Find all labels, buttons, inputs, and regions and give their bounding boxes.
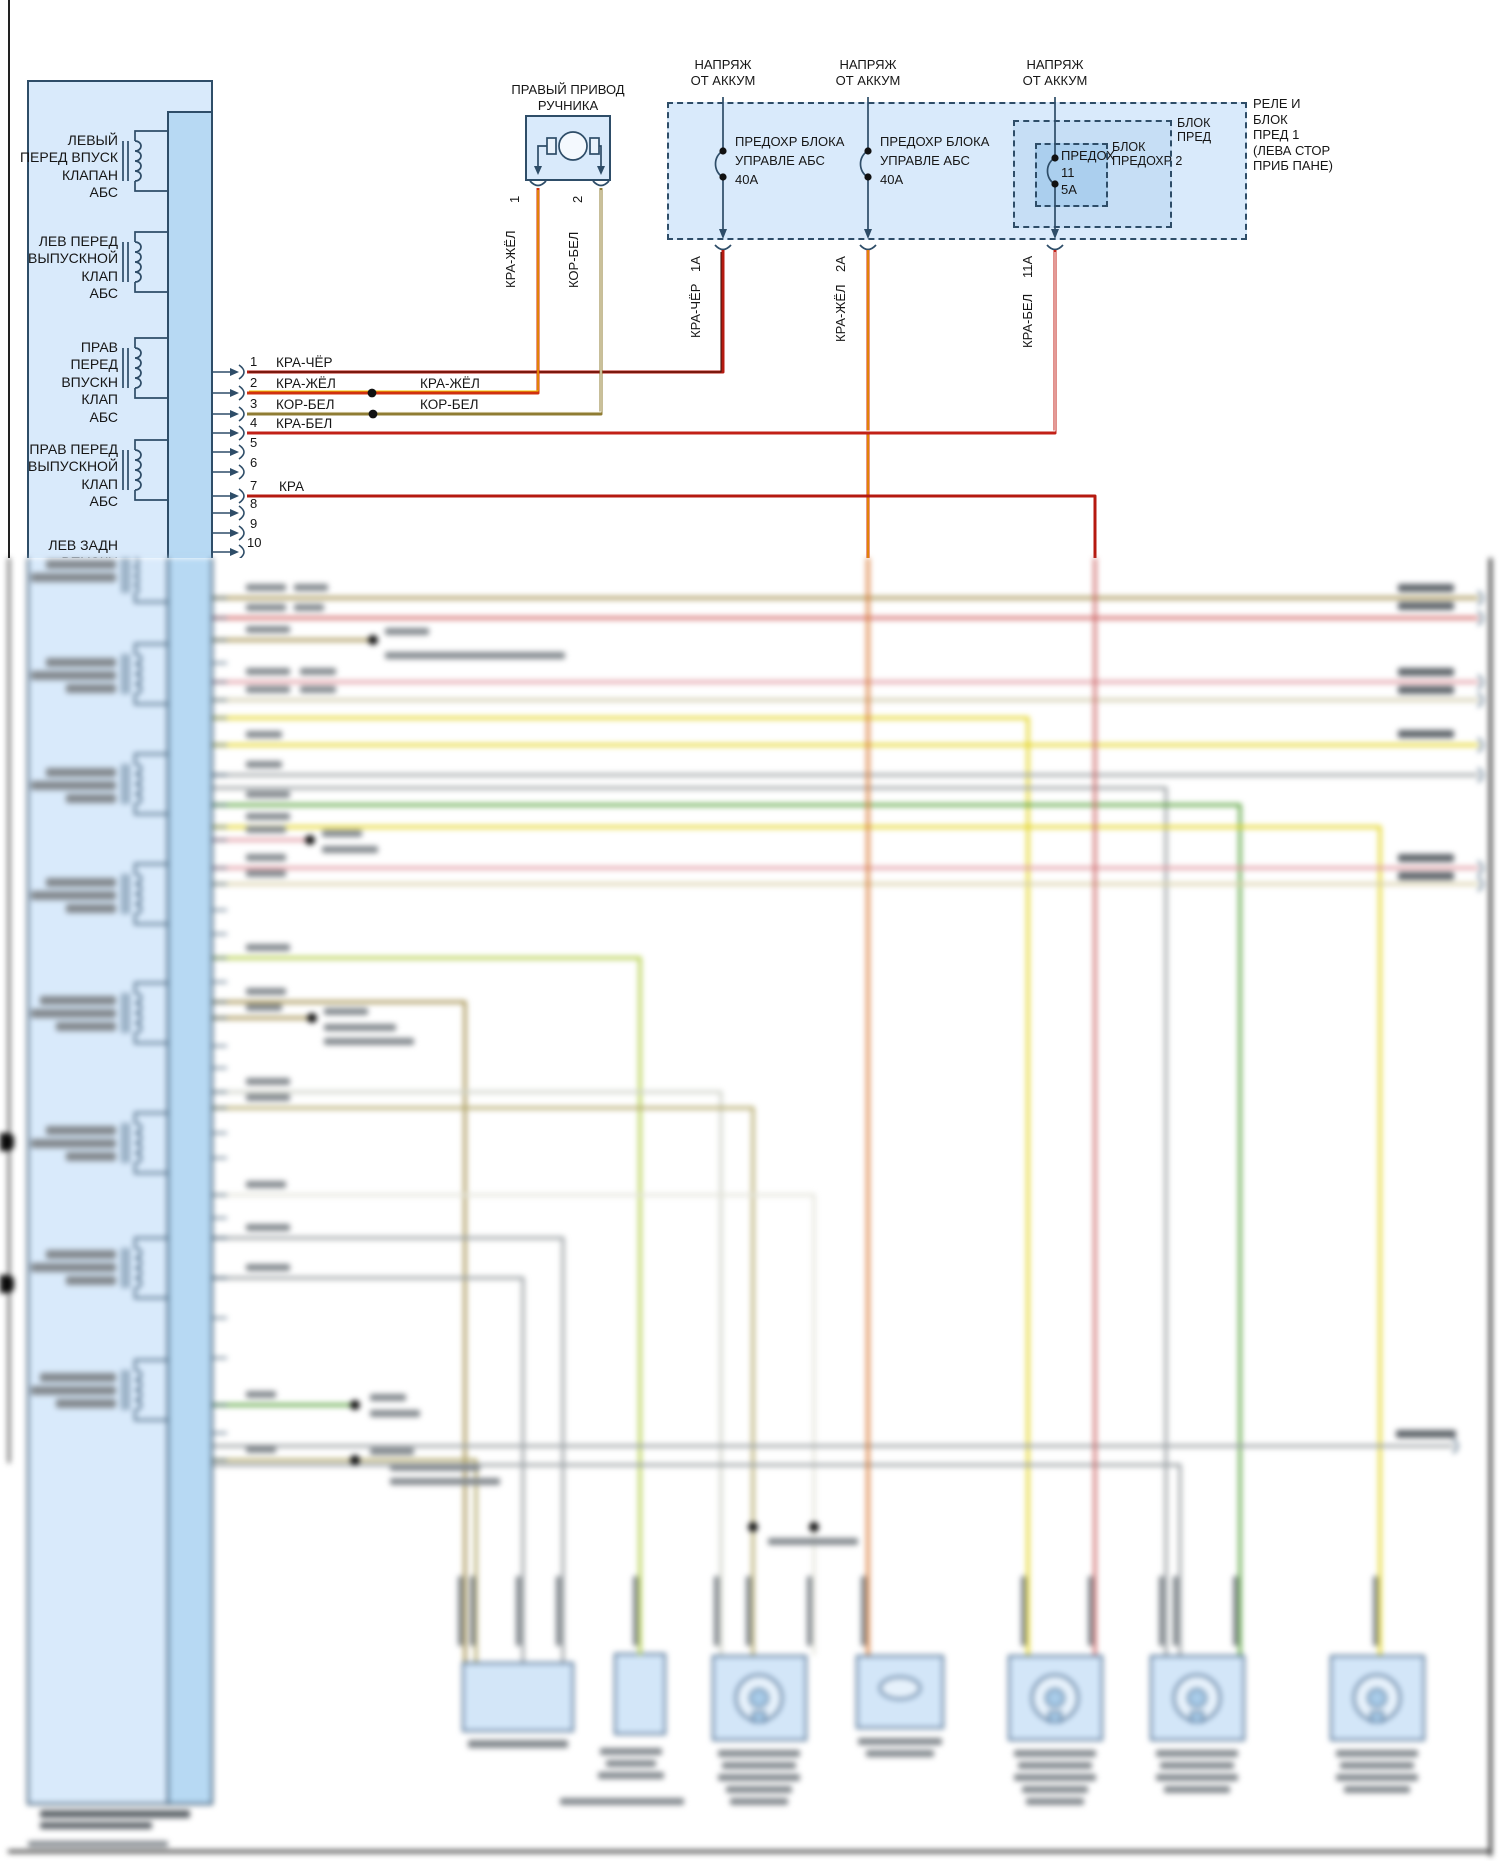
fuse-block-label: БЛОК ПРЕД	[1177, 116, 1212, 144]
page-right-border-lower	[1489, 558, 1492, 1856]
abs-pin-5: 5	[250, 435, 258, 450]
splice-dots	[367, 388, 378, 419]
valve-label-left-rear-inlet: ЛЕВ ЗАДН ВПУСКН	[48, 537, 118, 558]
page-left-border	[8, 0, 10, 558]
blurred-lower-region	[0, 558, 1500, 1861]
abs-pin-1: 1	[250, 354, 258, 369]
wire-label-pin3-splice: КОР-БЕЛ	[420, 397, 479, 412]
battery-feed-label-2: НАПРЯЖ ОТ АККУМ	[835, 57, 901, 88]
parking-brake-actuator-title: ПРАВЫЙ ПРИВОД РУЧНИКА	[511, 82, 625, 113]
block-caption-bar-1	[40, 1810, 190, 1818]
fuse-block-2-label: БЛОК ПРЕДОХР 2	[1112, 140, 1183, 168]
abs-module-connector-bar-lower	[167, 558, 213, 1805]
abs-pin-8: 8	[250, 496, 258, 511]
valve-label-left-front-outlet: ЛЕВ ПЕРЕД ВЫПУСКНОЙ КЛАП АБС	[27, 233, 118, 302]
fuse-2-label: ПРЕДОХР БЛОКА УПРАВЛЕ АБС 40А	[880, 134, 990, 187]
sharp-region: ЛЕВЫЙ ПЕРЕД ВПУСК КЛАПАН АБС ЛЕВ ПЕРЕД В…	[0, 0, 1500, 558]
pin-arrowheads	[230, 368, 239, 556]
fuse-1-label: ПРЕДОХР БЛОКА УПРАВЛЕ АБС 40А	[735, 134, 845, 187]
wire-label-pin7: КРА	[279, 479, 304, 494]
battery-feed-label-3: НАПРЯЖ ОТ АККУМ	[1022, 57, 1088, 88]
abs-pin-6: 6	[250, 455, 258, 470]
block-caption-bar-2	[40, 1822, 152, 1829]
wires	[247, 188, 1097, 558]
abs-pin-4: 4	[250, 415, 258, 430]
motor-symbol	[529, 131, 610, 187]
abs-pin-7: 7	[250, 478, 258, 493]
wire-label-pin3: КОР-БЕЛ	[276, 397, 335, 412]
fuse-symbols	[714, 97, 1064, 251]
wire-label-pin2-splice: КРА-ЖЁЛ	[420, 376, 480, 391]
binder-mark-2	[0, 1275, 14, 1293]
pin-arrow-lines	[213, 364, 245, 558]
abs-pin-2: 2	[250, 375, 258, 390]
page-bottom-border	[8, 1850, 1492, 1853]
fuse-terminal-dots	[719, 147, 1059, 188]
abs-pin-10: 10	[247, 535, 262, 550]
fuse-3-label: ПРЕДОХ 11 5А	[1061, 148, 1115, 197]
feed-arrowheads	[719, 229, 1059, 239]
abs-module-connector-bar	[167, 111, 213, 558]
blurred-wiring	[122, 558, 1484, 1723]
valve-label-right-front-inlet: ПРАВ ПЕРЕД ВПУСКН КЛАП АБС	[61, 339, 118, 425]
footer-text-bar	[28, 1841, 168, 1847]
motor-lead-arrowheads	[534, 166, 605, 175]
relay-fuse-box-label: РЕЛЕ И БЛОК ПРЕД 1 (ЛЕВА СТОР ПРИБ ПАНЕ)	[1253, 96, 1333, 173]
schematic-line-art	[122, 97, 1097, 558]
component-box-1	[462, 1662, 574, 1732]
abs-pin-9: 9	[250, 516, 258, 531]
wire-label-pin1: КРА-ЧЁР	[276, 355, 333, 370]
wire-label-pin2: КРА-ЖЁЛ	[276, 376, 336, 391]
valve-label-right-front-outlet: ПРАВ ПЕРЕД ВЫПУСКНОЙ КЛАП АБС	[27, 441, 118, 510]
page-left-border-lower	[8, 558, 10, 1463]
valve-coil-symbols	[122, 130, 167, 501]
valve-label-left-front-inlet: ЛЕВЫЙ ПЕРЕД ВПУСК КЛАПАН АБС	[19, 132, 118, 201]
wire-label-pin4: КРА-БЕЛ	[276, 416, 333, 431]
abs-pin-3: 3	[250, 396, 258, 411]
binder-mark-1	[0, 1133, 14, 1151]
component-box-7	[1330, 1655, 1425, 1741]
battery-feed-label-1: НАПРЯЖ ОТ АККУМ	[690, 57, 756, 88]
